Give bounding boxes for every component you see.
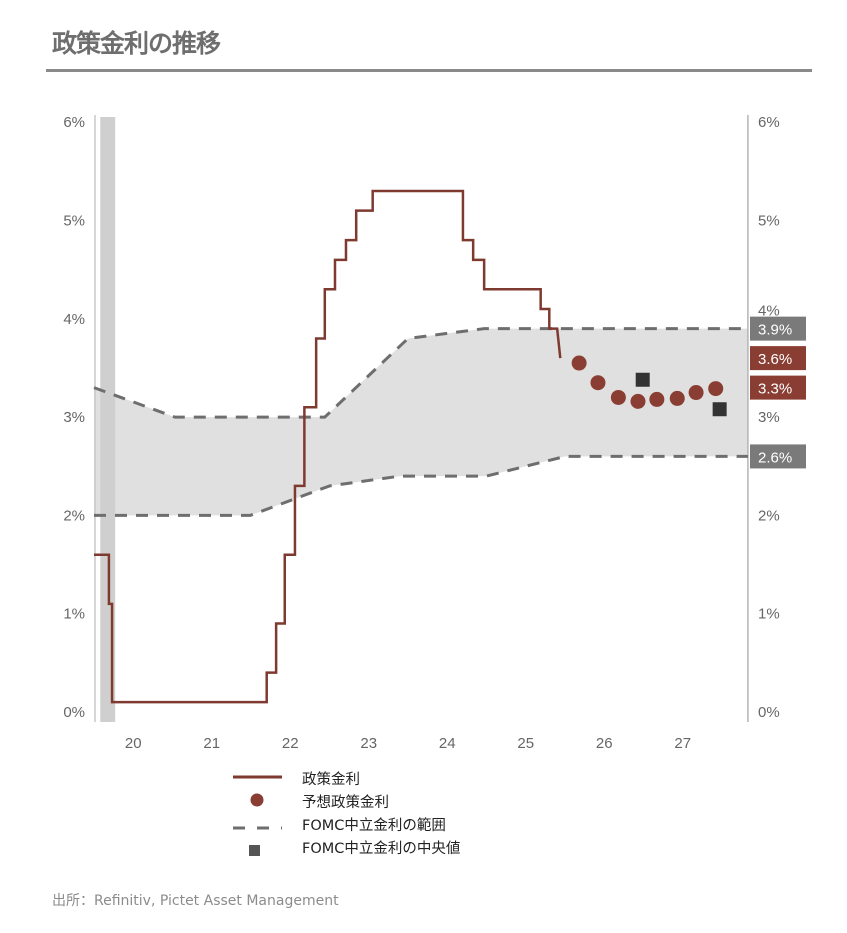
forecast-dot	[708, 381, 724, 397]
x-tick-label: 21	[203, 735, 220, 752]
y-tick-label-left: 4%	[63, 311, 85, 328]
forecast-dot	[590, 375, 606, 391]
end-label-box	[750, 444, 806, 469]
neutral-median-square	[712, 402, 727, 417]
x-tick-label: 22	[282, 735, 299, 752]
shaded-period	[100, 117, 116, 722]
policy-rate-line	[94, 189, 562, 704]
x-tick-label: 27	[674, 735, 691, 752]
chart-title: 政策金利の推移	[52, 29, 221, 58]
y-tick-label-right: 1%	[758, 606, 780, 623]
source-note: 出所：Refinitiv, Pictet Asset Management	[52, 893, 339, 909]
forecast-dot	[610, 389, 626, 405]
forecast-dot	[669, 390, 685, 406]
x-tick-label: 25	[517, 735, 534, 752]
y-tick-label-right: 0%	[758, 704, 780, 721]
x-tick-label: 24	[439, 735, 456, 752]
end-label-text: 3.3%	[758, 381, 792, 398]
x-tick-label: 23	[360, 735, 377, 752]
forecast-dot	[649, 391, 665, 407]
end-label-text: 3.6%	[758, 351, 792, 368]
y-tick-label-right: 5%	[758, 213, 780, 230]
y-tick-label-right: 3%	[758, 409, 780, 426]
y-tick-label-left: 3%	[63, 409, 85, 426]
y-tick-label-right: 6%	[758, 114, 780, 131]
end-label-box	[750, 346, 806, 371]
legend-policy-rate: 政策金利	[302, 772, 360, 788]
legend-neutral-median: FOMC中立金利の中央値	[302, 841, 461, 857]
y-tick-label-left: 2%	[63, 507, 85, 524]
y-tick-label-right: 4%	[758, 303, 780, 320]
end-label-text: 2.6%	[758, 449, 792, 466]
title-divider	[46, 69, 812, 72]
y-tick-label-left: 6%	[63, 114, 85, 131]
forecast-dot	[571, 355, 587, 371]
neutral-range-band	[94, 328, 748, 516]
neutral-range-lower-line	[94, 454, 748, 517]
x-tick-label: 20	[125, 735, 142, 752]
forecast-dot	[688, 385, 704, 401]
y-tick-label-left: 1%	[63, 606, 85, 623]
legend-neutral-range: FOMC中立金利の範囲	[302, 818, 446, 834]
y-tick-label-left: 5%	[63, 213, 85, 230]
end-label-box	[750, 375, 806, 400]
neutral-range-upper-line	[93, 327, 748, 419]
neutral-median-square	[635, 372, 650, 387]
y-tick-label-left: 0%	[63, 704, 85, 721]
end-label-text: 3.9%	[758, 322, 792, 339]
forecast-dot	[630, 393, 646, 409]
x-tick-label: 26	[596, 735, 613, 752]
legend-forecast-rate: 予想政策金利	[302, 795, 389, 811]
y-tick-label-right: 2%	[758, 507, 780, 524]
end-label-box	[750, 316, 806, 341]
